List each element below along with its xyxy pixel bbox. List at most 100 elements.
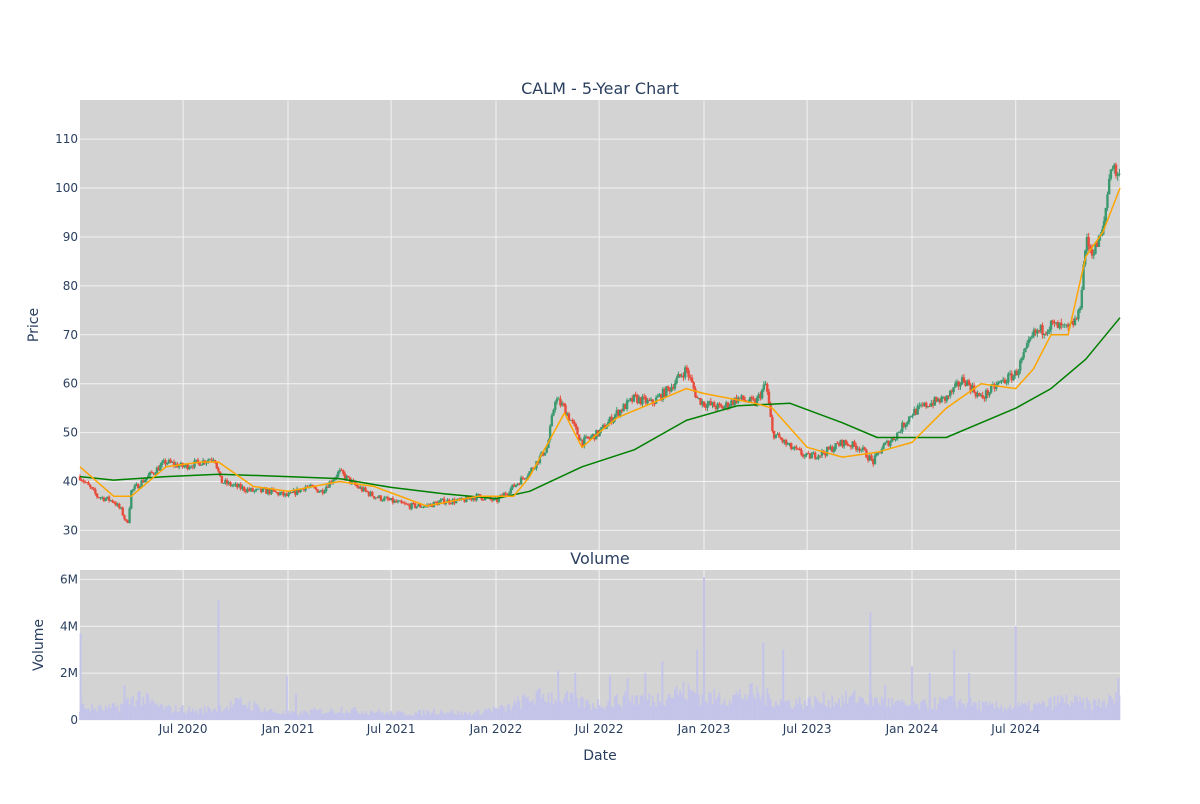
candle-up — [1061, 324, 1065, 326]
volume-bar — [468, 711, 471, 720]
volume-bar — [899, 701, 902, 720]
volume-bar — [349, 712, 352, 720]
volume-bar — [704, 701, 707, 720]
candle-up — [913, 409, 916, 416]
volume-bar — [335, 712, 338, 720]
candle-up — [393, 500, 396, 503]
candle-up — [295, 488, 299, 495]
volume-bar — [287, 710, 290, 720]
candle-up — [109, 500, 112, 501]
volume-bar — [559, 700, 562, 720]
candle-up — [331, 480, 335, 483]
volume-bar — [699, 705, 702, 720]
candle-down — [330, 481, 333, 483]
candle-down — [311, 484, 314, 487]
volume-bar — [887, 698, 890, 720]
candle-down — [778, 433, 781, 438]
candle-up — [420, 507, 424, 508]
candle-up — [740, 395, 743, 399]
volume-bar — [229, 700, 232, 720]
candle-up — [820, 450, 824, 456]
volume-bar — [304, 711, 307, 720]
candle-down — [630, 398, 634, 402]
candle-up — [224, 480, 227, 484]
candle-up — [519, 477, 523, 485]
volume-bar — [988, 701, 991, 720]
candle-up — [133, 485, 136, 490]
volume-bar — [870, 693, 873, 720]
volume-bar — [362, 714, 365, 720]
candle-up — [723, 406, 726, 409]
candle-down — [114, 502, 118, 506]
candle-down — [813, 452, 817, 459]
volume-bar — [323, 713, 326, 720]
volume-bar — [147, 694, 150, 720]
candle-down — [225, 480, 229, 485]
volume-bar — [1050, 697, 1052, 720]
candle-up — [755, 397, 759, 406]
volume-bar — [1012, 707, 1015, 720]
x-tick-label: Jul 2023 — [782, 722, 832, 736]
candle-down — [268, 489, 271, 494]
volume-bar — [850, 696, 852, 720]
candle-up — [839, 439, 842, 446]
volume-bar — [1033, 704, 1035, 720]
volume-bar — [1101, 701, 1104, 720]
candle-up — [748, 397, 752, 402]
candle-up — [656, 396, 660, 398]
volume-bar — [219, 705, 222, 720]
volume-spike-bar — [1014, 626, 1017, 720]
volume-bar — [188, 706, 191, 720]
volume-bar — [200, 707, 203, 720]
volume-bar — [118, 711, 121, 720]
volume-bar — [1108, 694, 1111, 720]
moving-average-lines — [79, 187, 1121, 507]
volume-bar — [1094, 700, 1097, 720]
volume-bar — [913, 701, 916, 720]
candle-down — [413, 503, 417, 508]
volume-bar — [152, 701, 155, 720]
candle-down — [921, 404, 925, 406]
volume-bar — [815, 698, 818, 720]
candle-down — [275, 491, 278, 493]
volume-bar — [292, 712, 295, 720]
price-y-tick-label: 50 — [63, 426, 78, 440]
x-tick-label: Jul 2024 — [990, 722, 1040, 736]
volume-bar — [581, 696, 584, 720]
candle-up — [1024, 347, 1027, 353]
volume-bar — [1026, 705, 1029, 720]
volume-bar — [359, 714, 362, 720]
volume-bar — [791, 708, 794, 720]
volume-bar — [368, 714, 370, 720]
candle-up — [889, 441, 892, 447]
volume-bar — [467, 714, 469, 720]
candle-up — [140, 480, 143, 487]
candle-up — [591, 434, 595, 437]
volume-bar — [909, 704, 912, 720]
volume-bar — [109, 708, 112, 720]
candle-up — [516, 483, 519, 485]
volume-bar — [723, 699, 726, 720]
candle-down — [229, 482, 232, 486]
candle-up — [1073, 318, 1077, 326]
volume-bar — [506, 704, 509, 720]
volume-bar — [966, 702, 969, 720]
candle-up — [323, 491, 326, 494]
volume-spike-bar — [661, 661, 664, 720]
volume-bar — [92, 709, 95, 720]
volume-bar — [974, 702, 977, 720]
candle-up — [208, 459, 212, 461]
volume-bar — [128, 704, 131, 720]
candle-down — [795, 446, 798, 449]
volume-bar — [668, 693, 671, 720]
volume-bar — [797, 703, 799, 720]
volume-bar — [284, 714, 287, 720]
volume-bar — [342, 713, 345, 720]
volume-bar — [511, 706, 514, 720]
candle-up — [598, 430, 601, 436]
volume-bar — [634, 695, 637, 720]
volume-bar — [460, 711, 463, 720]
volume-bar — [545, 702, 548, 720]
candle-down — [1010, 373, 1013, 381]
candle-down — [401, 502, 405, 504]
